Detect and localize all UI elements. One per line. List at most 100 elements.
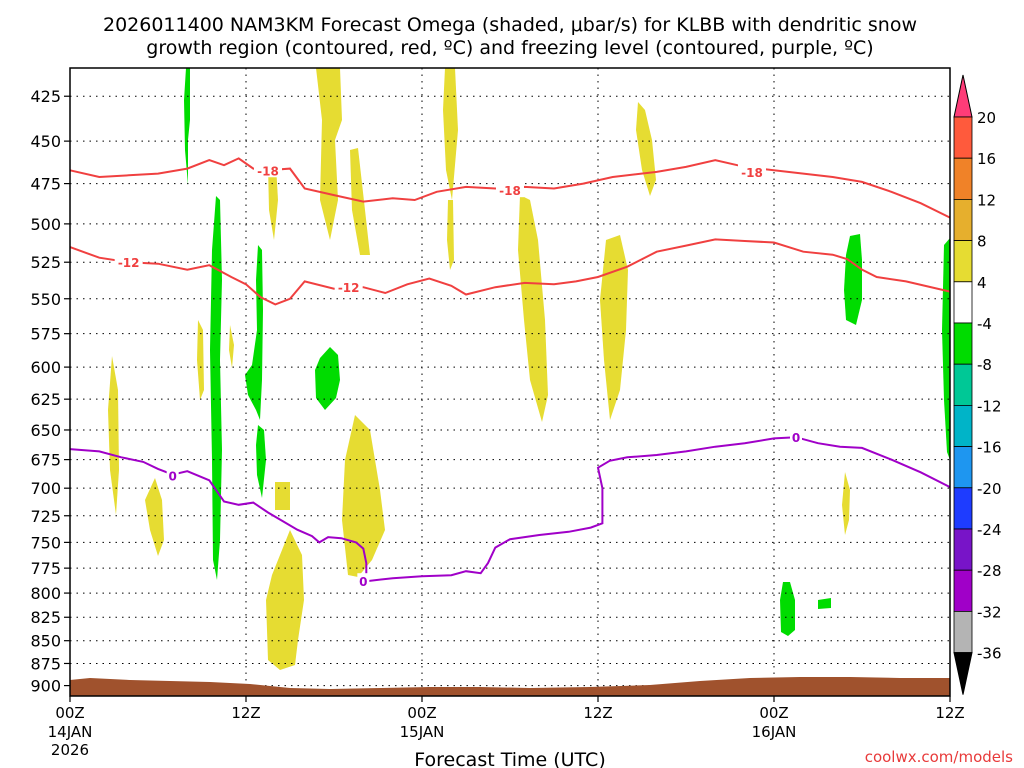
omega-green-blob xyxy=(256,425,266,498)
contour-label: -18 xyxy=(499,184,521,198)
colorbar-swatch xyxy=(953,528,973,571)
colorbar-label: -20 xyxy=(977,480,1002,498)
omega-green-blob xyxy=(245,245,263,420)
temperature-contours: -18 -18 -18 -12 -12 0 0 0 xyxy=(69,157,951,589)
contour-label: -18 xyxy=(741,166,763,180)
y-tick-label: 875 xyxy=(30,654,61,673)
omega-yellow-blob xyxy=(197,320,204,400)
colorbar-label: -12 xyxy=(977,397,1002,415)
y-tick-label: 575 xyxy=(30,325,61,344)
omega-yellow-blob xyxy=(145,478,164,556)
x-tick-label: 00Z xyxy=(55,704,84,722)
x-tick-label: 00Z xyxy=(407,704,436,722)
y-tick-label: 525 xyxy=(30,253,61,272)
colorbar-swatch xyxy=(953,487,973,530)
contour-line--18C xyxy=(69,157,951,219)
terrain-ground xyxy=(70,677,950,696)
y-tick-label: 700 xyxy=(30,479,61,498)
colorbar-swatch xyxy=(953,363,973,406)
y-tick-label: 500 xyxy=(30,215,61,234)
x-tick-date: 16JAN xyxy=(752,723,797,741)
contour-label-bg xyxy=(114,254,143,270)
x-tick-label: 12Z xyxy=(935,704,964,722)
x-tick-label: 12Z xyxy=(231,704,260,722)
omega-yellow-blob xyxy=(268,165,278,240)
y-tick-label: 800 xyxy=(30,584,61,603)
contour-label-bg xyxy=(334,279,363,295)
colorbar-label: -32 xyxy=(977,603,1002,621)
colorbar-top-arrow xyxy=(953,74,973,118)
y-axis-pressure: 425 450 475 500 525 550 575 600 625 650 675 700 725 7… xyxy=(30,87,70,696)
colorbar-label: -8 xyxy=(977,356,992,374)
y-tick-label: 900 xyxy=(30,677,61,696)
colorbar-label: -16 xyxy=(977,439,1002,457)
colorbar-swatch xyxy=(953,281,973,324)
colorbar-swatch xyxy=(953,240,973,283)
contour-label-bg xyxy=(357,573,370,589)
colorbar-swatch xyxy=(953,611,973,654)
contour-label-bg xyxy=(738,163,766,179)
colorbar-label: -24 xyxy=(977,521,1002,539)
y-tick-label: 600 xyxy=(30,358,61,377)
colorbar-swatch xyxy=(953,322,973,365)
colorbar-swatch xyxy=(953,198,973,241)
y-tick-label: 625 xyxy=(30,390,61,409)
contour-label-bg xyxy=(254,162,282,178)
contour-label: 0 xyxy=(359,575,367,589)
contour-line-0C xyxy=(69,436,951,583)
contour-label-bg xyxy=(790,429,802,445)
colorbar-label: 4 xyxy=(977,274,987,292)
omega-yellow-blob xyxy=(229,325,234,368)
y-tick-label: 475 xyxy=(30,175,61,194)
colorbar-label: -36 xyxy=(977,645,1002,663)
credit-text: coolwx.com/models xyxy=(865,748,1013,766)
x-axis-label: Forecast Time (UTC) xyxy=(414,749,605,768)
omega-yellow-blob xyxy=(266,530,304,670)
contour-label-bg xyxy=(496,182,524,198)
contour-label: -18 xyxy=(257,164,279,178)
x-tick-label: 00Z xyxy=(759,704,788,722)
contour-label: -12 xyxy=(118,256,140,270)
omega-yellow-blob xyxy=(447,200,454,270)
y-tick-label: 425 xyxy=(30,87,61,106)
x-tick-label: 12Z xyxy=(583,704,612,722)
contour-label: 0 xyxy=(168,470,176,484)
omega-yellow-blob xyxy=(316,68,342,240)
omega-green-blob xyxy=(780,582,795,636)
omega-green-blob xyxy=(844,234,862,325)
contour-label: -12 xyxy=(338,281,360,295)
y-tick-label: 775 xyxy=(30,559,61,578)
y-tick-label: 550 xyxy=(30,290,61,309)
y-tick-label: 850 xyxy=(30,632,61,651)
colorbar-label: 12 xyxy=(977,191,996,209)
omega-yellow-blob xyxy=(108,356,119,515)
contour-label-bg xyxy=(166,467,179,483)
colorbar-swatch xyxy=(953,569,973,612)
colorbar-swatch xyxy=(953,404,973,447)
omega-green-blob xyxy=(818,598,831,609)
omega-yellow-blob xyxy=(275,482,290,510)
contour-label: 0 xyxy=(792,431,800,445)
x-tick-date: 14JAN xyxy=(48,723,93,741)
x-tick-date: 15JAN xyxy=(400,723,445,741)
chart-title-line-1: 2026011400 NAM3KM Forecast Omega (shaded… xyxy=(103,14,917,36)
y-tick-label: 675 xyxy=(30,451,61,470)
colorbar-label: 20 xyxy=(977,109,996,127)
colorbar-legend: 20 16 12 8 4 -4 -8 -12 -16 -20 -24 -28 -32 -36 xyxy=(953,74,1002,695)
chart-title-line-2: growth region (contoured, red, ºC) and f… xyxy=(146,37,873,59)
plot-area: -18 -18 -18 -12 -12 0 0 0 xyxy=(69,67,951,697)
omega-green-blob xyxy=(942,238,950,460)
x-tick-year: 2026 xyxy=(51,741,89,759)
y-tick-label: 825 xyxy=(30,608,61,627)
colorbar-swatch xyxy=(953,446,973,489)
contour-line--12C xyxy=(69,238,951,306)
omega-green-blob xyxy=(315,347,340,410)
omega-yellow-blob xyxy=(518,195,548,422)
colorbar-swatch xyxy=(953,157,973,200)
colorbar-label: -4 xyxy=(977,315,992,333)
colorbar-label: -28 xyxy=(977,562,1002,580)
omega-green-blob xyxy=(184,68,190,185)
omega-yellow-blob xyxy=(443,68,458,200)
